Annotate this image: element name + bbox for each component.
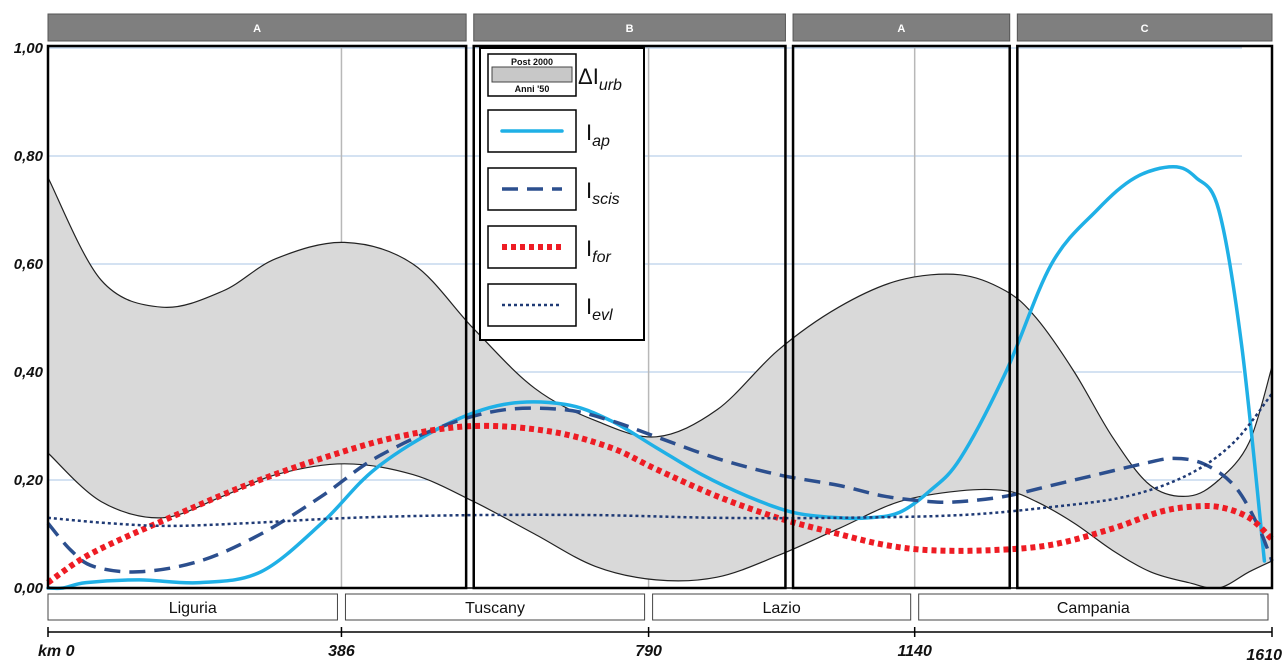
region-bar: Liguria Tuscany Lazio Campania bbox=[47, 593, 1269, 621]
region-box bbox=[344, 593, 646, 621]
y-tick-label: 0,00 bbox=[14, 580, 44, 597]
x-tick-label: 790 bbox=[635, 643, 662, 660]
y-tick-label: 0,20 bbox=[14, 472, 44, 489]
region-label: Lazio bbox=[763, 600, 801, 617]
zone-label: B bbox=[626, 23, 634, 35]
y-tick-labels: 0,00 0,20 0,40 0,60 0,80 1,00 bbox=[14, 40, 44, 597]
legend-band-bottom-label: Anni '50 bbox=[515, 84, 550, 94]
legend: Post 2000 Anni '50 ΔIurb Iap Iscis Ifor Ievl bbox=[479, 47, 645, 341]
x-tick-label: km 0 bbox=[38, 643, 75, 660]
y-tick-label: 1,00 bbox=[14, 40, 44, 57]
zone-header-1 bbox=[473, 13, 786, 42]
legend-entry-frame bbox=[487, 225, 577, 269]
axes bbox=[47, 48, 1273, 637]
zone-header-0 bbox=[47, 13, 467, 42]
y-tick-label: 0,80 bbox=[14, 148, 44, 165]
legend-label-ievl: Ievl bbox=[586, 294, 613, 324]
x-tick-label: 386 bbox=[328, 643, 355, 660]
zone-label: A bbox=[253, 23, 261, 35]
legend-label-iap: Iap bbox=[586, 120, 610, 150]
legend-label-iscis: Iscis bbox=[586, 178, 620, 208]
urbanization-band-area bbox=[48, 177, 1272, 589]
legend-label-ifor: Ifor bbox=[586, 236, 611, 266]
x-tick-label: 1610 bbox=[1246, 647, 1282, 664]
legend-band-label: ΔIurb bbox=[578, 64, 622, 94]
region-label: Liguria bbox=[169, 600, 217, 617]
region-label: Campania bbox=[1057, 600, 1130, 617]
series-line-iscis bbox=[46, 406, 1274, 574]
x-tick-labels: km 0 386 790 1140 1610 bbox=[38, 643, 1282, 664]
urbanization-band bbox=[47, 177, 1273, 589]
region-box bbox=[47, 593, 338, 621]
series-line-ifor bbox=[46, 422, 1275, 586]
band-upper-line bbox=[47, 177, 1273, 498]
legend-band-swatch bbox=[491, 66, 573, 83]
zone-label: A bbox=[897, 23, 905, 35]
zone-header-3 bbox=[1016, 13, 1273, 42]
x-tick-label: 1140 bbox=[897, 643, 932, 660]
zone-label: C bbox=[1141, 23, 1149, 35]
y-tick-label: 0,40 bbox=[14, 364, 44, 381]
band-lower-line bbox=[47, 452, 1273, 589]
region-label: Tuscany bbox=[465, 600, 525, 617]
y-tick-label: 0,60 bbox=[14, 256, 44, 273]
region-box bbox=[918, 593, 1269, 621]
zone-header-2 bbox=[792, 13, 1011, 42]
legend-band-top-label: Post 2000 bbox=[511, 57, 553, 67]
region-box bbox=[652, 593, 912, 621]
